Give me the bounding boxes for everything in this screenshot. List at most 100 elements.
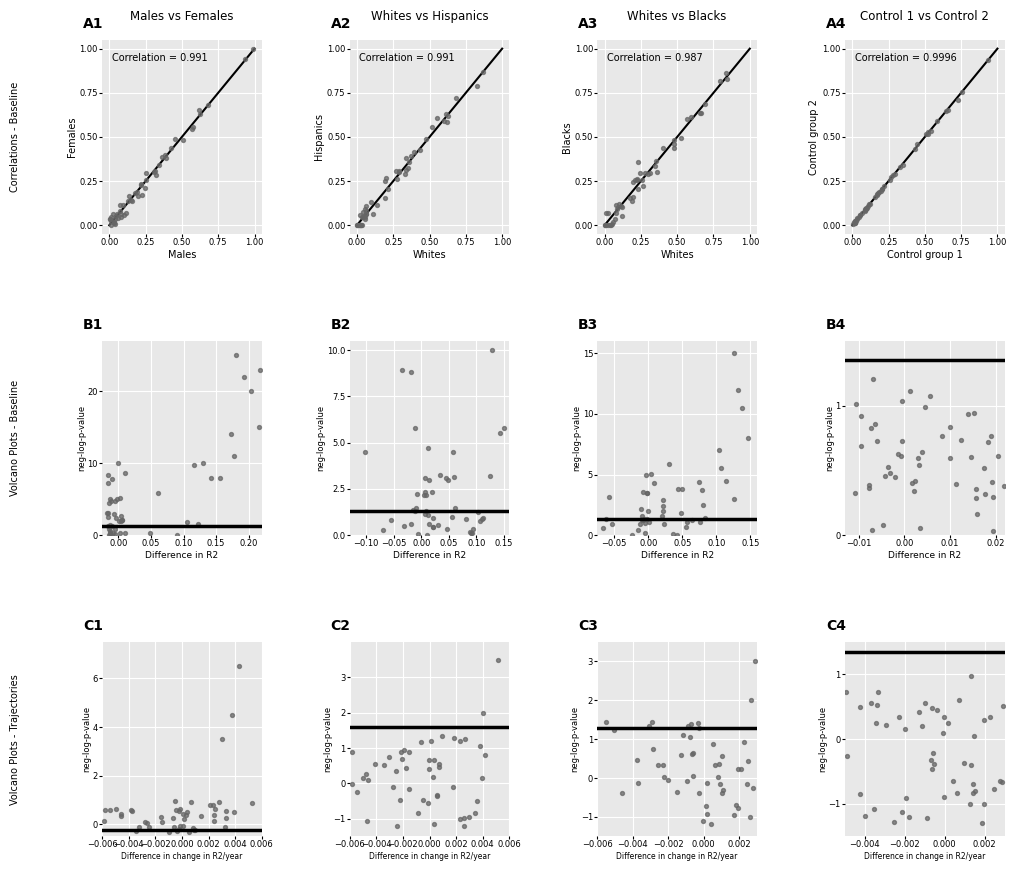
Point <box>636 166 652 181</box>
Point <box>153 814 169 828</box>
Point <box>598 715 614 729</box>
Point <box>629 182 645 196</box>
Text: A1: A1 <box>83 17 103 30</box>
Point <box>613 785 630 799</box>
Point <box>862 421 878 435</box>
Point <box>130 820 147 834</box>
Point <box>994 775 1010 789</box>
Point <box>894 158 910 172</box>
Point <box>654 141 671 155</box>
Point <box>596 219 612 233</box>
Point <box>682 717 698 731</box>
Point <box>882 170 899 184</box>
Point <box>167 794 183 808</box>
Point <box>470 504 486 519</box>
Point <box>909 451 925 466</box>
Point <box>940 716 956 730</box>
Point <box>934 710 951 724</box>
Text: Correlation = 0.9996: Correlation = 0.9996 <box>854 53 956 64</box>
Point <box>113 513 129 527</box>
Point <box>121 189 138 203</box>
Point <box>154 150 170 164</box>
Point <box>900 810 916 824</box>
Point <box>732 762 748 776</box>
Point <box>405 503 421 517</box>
Point <box>869 186 886 200</box>
Point <box>163 142 179 156</box>
Point <box>179 515 196 529</box>
Point <box>663 527 680 541</box>
Point <box>704 736 720 750</box>
Point <box>595 521 611 535</box>
Point <box>389 819 406 833</box>
Point <box>343 777 360 791</box>
Point <box>376 190 392 204</box>
Point <box>709 770 726 784</box>
Point <box>624 174 640 189</box>
Point <box>872 184 889 198</box>
Point <box>718 72 735 86</box>
Point <box>445 470 462 484</box>
Point <box>846 214 862 228</box>
Point <box>168 804 184 818</box>
Point <box>846 216 862 230</box>
Point <box>654 499 671 513</box>
Point <box>860 197 876 212</box>
Point <box>634 173 650 188</box>
Point <box>376 758 392 773</box>
Point <box>431 468 447 482</box>
Point <box>358 199 374 213</box>
Point <box>446 501 463 515</box>
Point <box>138 173 154 188</box>
Point <box>420 796 436 810</box>
Point <box>193 808 209 822</box>
Point <box>897 722 913 736</box>
Point <box>655 770 672 784</box>
Point <box>461 810 477 824</box>
Point <box>107 527 123 541</box>
Point <box>966 783 982 797</box>
Point <box>988 450 1005 464</box>
Point <box>889 447 905 461</box>
Point <box>425 511 441 525</box>
Point <box>112 527 128 541</box>
Point <box>712 461 729 475</box>
Point <box>626 173 642 187</box>
Point <box>600 489 616 504</box>
X-axis label: Whites: Whites <box>659 250 693 260</box>
Point <box>702 817 718 831</box>
Point <box>640 167 656 181</box>
Point <box>897 791 913 805</box>
Point <box>631 517 647 531</box>
Point <box>393 752 410 766</box>
Point <box>868 435 884 449</box>
Point <box>711 74 728 88</box>
Point <box>597 219 613 233</box>
Point <box>457 732 473 746</box>
Point <box>698 806 714 820</box>
Point <box>603 217 620 231</box>
Point <box>596 219 612 233</box>
Point <box>175 819 192 833</box>
Point <box>116 526 132 540</box>
Point <box>109 456 125 470</box>
Point <box>919 125 935 139</box>
Point <box>684 747 700 761</box>
Point <box>354 210 370 224</box>
Point <box>444 781 461 795</box>
Point <box>916 400 932 414</box>
Point <box>979 53 996 67</box>
Point <box>397 761 414 775</box>
Point <box>185 458 202 473</box>
Point <box>691 514 707 528</box>
Point <box>439 115 455 129</box>
Point <box>357 767 373 781</box>
Point <box>235 370 252 384</box>
Title: Control 1 vs Control 2: Control 1 vs Control 2 <box>860 11 988 23</box>
Point <box>230 659 247 673</box>
Point <box>421 752 437 766</box>
Point <box>445 731 462 745</box>
Point <box>430 757 446 771</box>
Point <box>846 487 862 501</box>
Text: A4: A4 <box>825 17 846 30</box>
